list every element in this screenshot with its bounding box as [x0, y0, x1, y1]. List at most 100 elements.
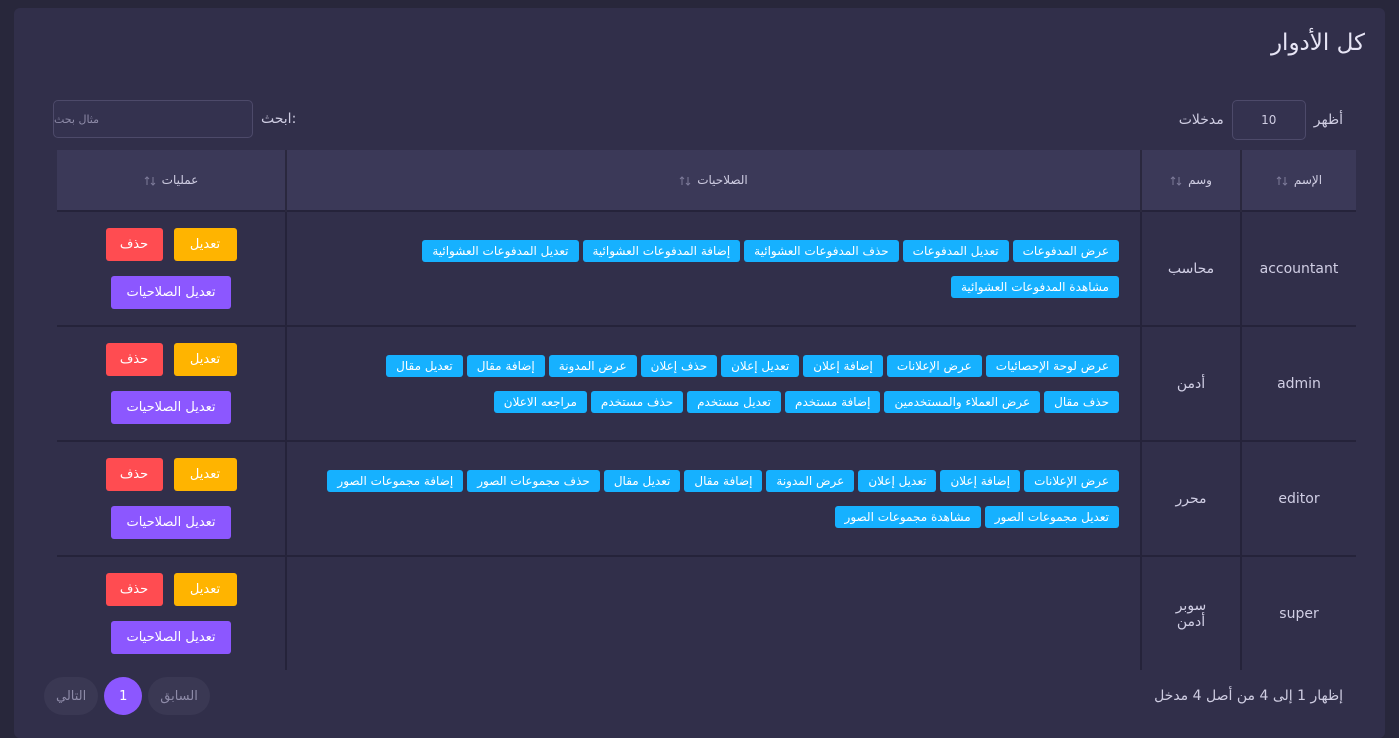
permission-badge: حذف مقال	[1044, 390, 1119, 413]
permissions: عرض الإعلانات إضافة إعلان تعديل إعلان عرض ا…	[288, 469, 1139, 528]
column-header[interactable]: وسم	[1140, 150, 1241, 211]
page-title: كل الأدوار	[1270, 30, 1365, 56]
column-header[interactable]: الصلاحيات	[285, 150, 1141, 211]
permission-badge: عرض الإعلانات	[886, 354, 982, 377]
permission-badge: حذف مستخدم	[590, 390, 684, 413]
permission-badge: تعديل مستخدم	[687, 390, 782, 413]
permission-badge: حذف مجموعات الصور	[467, 469, 600, 492]
edit-button[interactable]: تعديل	[173, 228, 237, 261]
permission-badge: تعديل مقال	[386, 354, 463, 377]
permission-badge: مشاهدة المدفوعات العشوائية	[950, 275, 1119, 298]
operations-cell: تعديل حذف تعديل الصلاحيات	[57, 325, 286, 441]
page-length: أظهر 10 مدخلات	[1179, 100, 1343, 140]
permission-badge: حذف المدفوعات العشوائية	[744, 239, 899, 262]
permission-badge: إضافة المدفوعات العشوائية	[582, 239, 741, 262]
sort-icon	[1276, 175, 1288, 186]
role-label: أدمن	[1140, 325, 1241, 441]
page-button[interactable]: 1	[104, 677, 143, 715]
operations: تعديل حذف تعديل الصلاحيات	[58, 573, 284, 654]
column-title: عمليات	[161, 173, 199, 187]
role-row: editor محرر عرض الإعلانات إضافة إعلان تعديل …	[57, 440, 1356, 556]
sort-icon	[1170, 175, 1182, 186]
operations-row: تعديل حذف	[105, 228, 237, 261]
permission-badge: إضافة إعلان	[803, 354, 883, 377]
edit-button[interactable]: تعديل	[173, 458, 237, 491]
next-button[interactable]: التالي	[44, 677, 99, 715]
pagination: التالي 1 السابق	[44, 677, 210, 715]
header-row: الإسم وسم الصلاحيات عمليات	[57, 150, 1356, 211]
delete-button[interactable]: حذف	[105, 573, 163, 606]
permission-badge: تعديل مجموعات الصور	[984, 505, 1119, 528]
permission-badge: إضافة مقال	[466, 354, 545, 377]
permission-badge: تعديل المدفوعات	[902, 239, 1009, 262]
permission-badge: عرض لوحة الإحصائيات	[985, 354, 1119, 377]
operations: تعديل حذف تعديل الصلاحيات	[58, 228, 284, 309]
column-title: وسم	[1188, 173, 1212, 187]
column-header[interactable]: عمليات	[57, 150, 286, 211]
permission-badge: عرض المدونة	[548, 354, 637, 377]
permissions: عرض لوحة الإحصائيات عرض الإعلانات إضافة إع…	[288, 354, 1139, 413]
sort-icon	[679, 175, 691, 186]
permission-badge: مشاهدة مجموعات الصور	[834, 505, 981, 528]
permission-badge: إضافة إعلان	[940, 469, 1021, 492]
role-name: admin	[1240, 325, 1356, 441]
search-input[interactable]: مثال بحث	[53, 100, 253, 138]
operations-row: تعديل حذف	[105, 573, 237, 606]
permission-badge: تعديل مقال	[603, 469, 681, 492]
permission-badge: مراجعه الاعلان	[493, 390, 587, 413]
show-label: أظهر	[1313, 112, 1343, 128]
permission-badge: تعديل المدفوعات العشوائية	[422, 239, 579, 262]
permissions-cell: عرض المدفوعات تعديل المدفوعات حذف المدفوعا…	[285, 210, 1141, 326]
permission-badge: عرض المدونة	[766, 469, 855, 492]
permission-badge: تعديل إعلان	[721, 354, 800, 377]
column-title: الإسم	[1293, 173, 1323, 187]
role-name: super	[1240, 555, 1356, 670]
delete-button[interactable]: حذف	[105, 458, 163, 491]
edit-button[interactable]: تعديل	[173, 343, 237, 376]
role-row: accountant محاسب عرض المدفوعات تعديل المدفو…	[57, 210, 1356, 326]
operations-row: تعديل حذف	[105, 343, 237, 376]
edit-button[interactable]: تعديل	[173, 573, 237, 606]
operations-cell: تعديل حذف تعديل الصلاحيات	[57, 210, 286, 326]
operations-cell: تعديل حذف تعديل الصلاحيات	[57, 555, 286, 670]
table-body: accountant محاسب عرض المدفوعات تعديل المدفو…	[57, 210, 1356, 670]
edit-permissions-button[interactable]: تعديل الصلاحيات	[111, 506, 231, 539]
table-info: إظهار 1 إلى 4 من أصل 4 مدخل	[1154, 688, 1343, 704]
role-name: editor	[1240, 440, 1356, 556]
permission-badge: عرض العملاء والمستخدمين	[884, 390, 1041, 413]
permissions-cell: عرض لوحة الإحصائيات عرض الإعلانات إضافة إع…	[285, 325, 1141, 441]
permission-badge: إضافة مستخدم	[785, 390, 881, 413]
permission-badge: عرض الإعلانات	[1024, 469, 1119, 492]
previous-button[interactable]: السابق	[148, 677, 210, 715]
operations-row: تعديل حذف	[105, 458, 237, 491]
search-label: ابحث:	[261, 111, 297, 127]
roles-table: الإسم وسم الصلاحيات عمليات accountant محاسب ع…	[57, 150, 1356, 670]
permissions-cell: عرض الإعلانات إضافة إعلان تعديل إعلان عرض ا…	[285, 440, 1141, 556]
permission-badge: إضافة مجموعات الصور	[327, 469, 464, 492]
delete-button[interactable]: حذف	[105, 228, 163, 261]
edit-permissions-button[interactable]: تعديل الصلاحيات	[111, 276, 231, 309]
role-label: محاسب	[1140, 210, 1241, 326]
permission-badge: عرض المدفوعات	[1012, 239, 1119, 262]
edit-permissions-button[interactable]: تعديل الصلاحيات	[111, 621, 231, 654]
role-label: سوبر أدمن	[1140, 555, 1241, 670]
operations: تعديل حذف تعديل الصلاحيات	[58, 343, 284, 424]
role-row: admin أدمن عرض لوحة الإحصائيات عرض الإعلانا…	[57, 325, 1356, 441]
permissions: عرض المدفوعات تعديل المدفوعات حذف المدفوعا…	[288, 239, 1139, 298]
permission-badge: تعديل إعلان	[858, 469, 937, 492]
role-row: super سوبر أدمن تعديل حذف تعديل الصلاحيات	[57, 555, 1356, 670]
permission-badge: حذف إعلان	[640, 354, 718, 377]
delete-button[interactable]: حذف	[105, 343, 163, 376]
entries-label: مدخلات	[1178, 112, 1224, 128]
search: مثال بحث ابحث:	[53, 100, 296, 138]
operations: تعديل حذف تعديل الصلاحيات	[58, 458, 284, 539]
page-size-select[interactable]: 10	[1231, 100, 1306, 140]
permission-badge: إضافة مقال	[684, 469, 763, 492]
sort-icon	[144, 175, 156, 186]
operations-cell: تعديل حذف تعديل الصلاحيات	[57, 440, 286, 556]
edit-permissions-button[interactable]: تعديل الصلاحيات	[111, 391, 231, 424]
role-label: محرر	[1140, 440, 1241, 556]
column-header[interactable]: الإسم	[1240, 150, 1356, 211]
